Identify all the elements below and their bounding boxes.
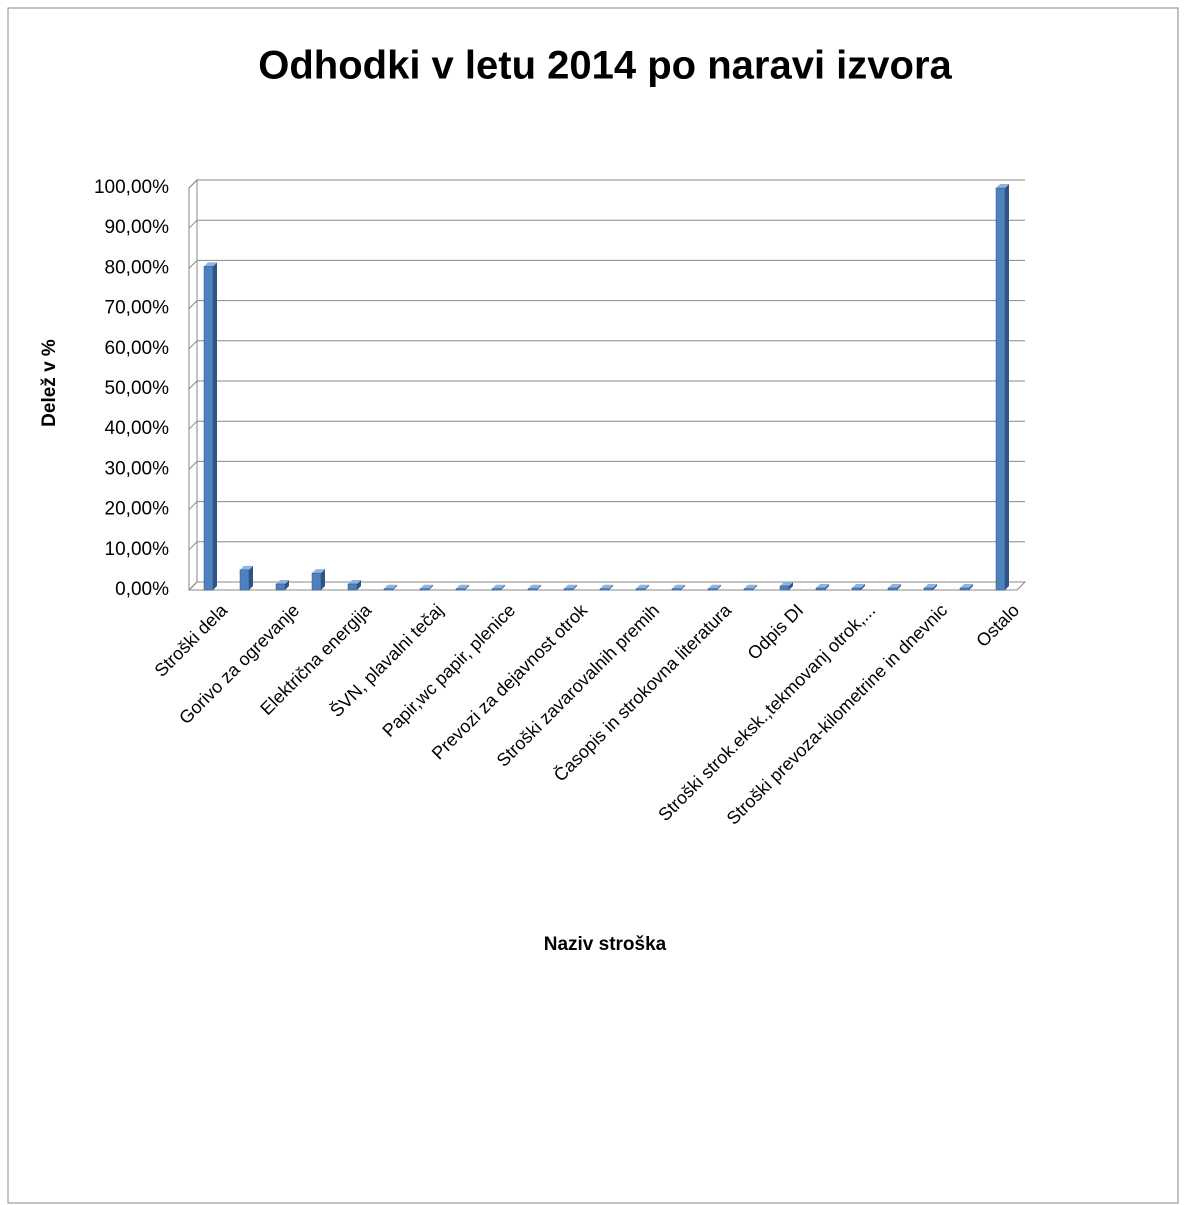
bar [419, 588, 430, 591]
bar-side [357, 579, 361, 590]
bar [959, 587, 970, 591]
bar-side [429, 584, 433, 590]
grid-line [188, 179, 1025, 189]
bar [491, 588, 502, 591]
grid-line [188, 259, 1025, 269]
grid-line [188, 541, 1025, 551]
bar-top [240, 565, 253, 570]
bar [779, 585, 790, 591]
bar [563, 588, 574, 591]
bar [239, 569, 250, 591]
y-tick-label: 0,00% [115, 579, 169, 600]
bar-top [924, 583, 937, 588]
bar-top [492, 584, 505, 589]
bar-side [969, 583, 973, 590]
bar-side [249, 565, 253, 590]
y-tick-label: 70,00% [105, 298, 170, 319]
y-tick-label: 50,00% [105, 378, 170, 399]
grid-line [188, 460, 1025, 470]
bar-side [933, 583, 937, 590]
bar-side [393, 584, 397, 590]
grid-line [188, 420, 1025, 430]
bar-side [681, 584, 685, 590]
bar-top [816, 583, 829, 588]
bar-top [204, 262, 217, 267]
y-tick-label: 60,00% [105, 338, 170, 359]
bar-side [1005, 184, 1009, 590]
bar-top [672, 584, 685, 589]
bar-top [384, 584, 397, 589]
bar [455, 588, 466, 591]
bar-top [600, 584, 613, 589]
bar-top [852, 583, 865, 588]
bar-top [996, 184, 1009, 188]
y-axis-label: Delež v % [39, 339, 60, 427]
bar-side [465, 584, 469, 590]
bar [671, 588, 682, 591]
bar [851, 587, 862, 591]
grid-line [188, 581, 1025, 591]
bar-side [861, 583, 865, 590]
bar [311, 572, 322, 591]
y-tick-label: 100,00% [94, 177, 169, 198]
bar-side [825, 583, 829, 590]
bar [599, 588, 610, 591]
bar-side [573, 584, 577, 590]
bar-top [744, 584, 757, 589]
y-tick-label: 20,00% [105, 499, 170, 520]
y-tick-label: 90,00% [105, 217, 170, 238]
grid-line [188, 380, 1025, 390]
bar-top [960, 583, 973, 588]
bar-top [276, 579, 289, 584]
bar-side [897, 583, 901, 590]
bar-side [285, 579, 289, 590]
bar-top [564, 584, 577, 589]
chart-title: Odhodki v letu 2014 po naravi izvora [258, 44, 952, 88]
bar [923, 587, 934, 591]
chart-border [7, 7, 1179, 1204]
bar-top [348, 579, 361, 584]
bar-top [888, 583, 901, 588]
y-tick-label: 10,00% [105, 539, 170, 560]
bar-top [528, 584, 541, 589]
bar-top [456, 584, 469, 589]
grid-line [188, 300, 1025, 309]
bar-side [789, 581, 793, 590]
bar-side [753, 584, 757, 590]
bar [743, 588, 754, 591]
bar [275, 583, 286, 591]
bar [707, 588, 718, 591]
bar-top [420, 584, 433, 589]
y-tick-label: 80,00% [105, 257, 170, 278]
bar [347, 583, 358, 591]
bar-top [708, 584, 721, 589]
bar [383, 588, 394, 591]
y-tick-label: 40,00% [105, 418, 170, 439]
bar-top [312, 569, 325, 574]
bar [527, 588, 538, 591]
bar-side [501, 584, 505, 590]
bar [995, 187, 1006, 591]
y-tick-label: 30,00% [105, 458, 170, 479]
bar [815, 587, 826, 591]
bar-side [609, 584, 613, 590]
bar-side [213, 262, 217, 590]
grid-line [188, 501, 1025, 510]
grid-line [188, 340, 1025, 350]
bar-top [636, 584, 649, 589]
bar-top [780, 581, 793, 586]
bar [203, 266, 214, 591]
bar-side [321, 569, 325, 590]
bar [635, 588, 646, 591]
bar-side [645, 584, 649, 590]
x-axis-label: Naziv stroška [544, 934, 667, 955]
bar-side [717, 584, 721, 590]
grid-line [188, 219, 1025, 229]
bar-side [537, 584, 541, 590]
bar [887, 587, 898, 591]
